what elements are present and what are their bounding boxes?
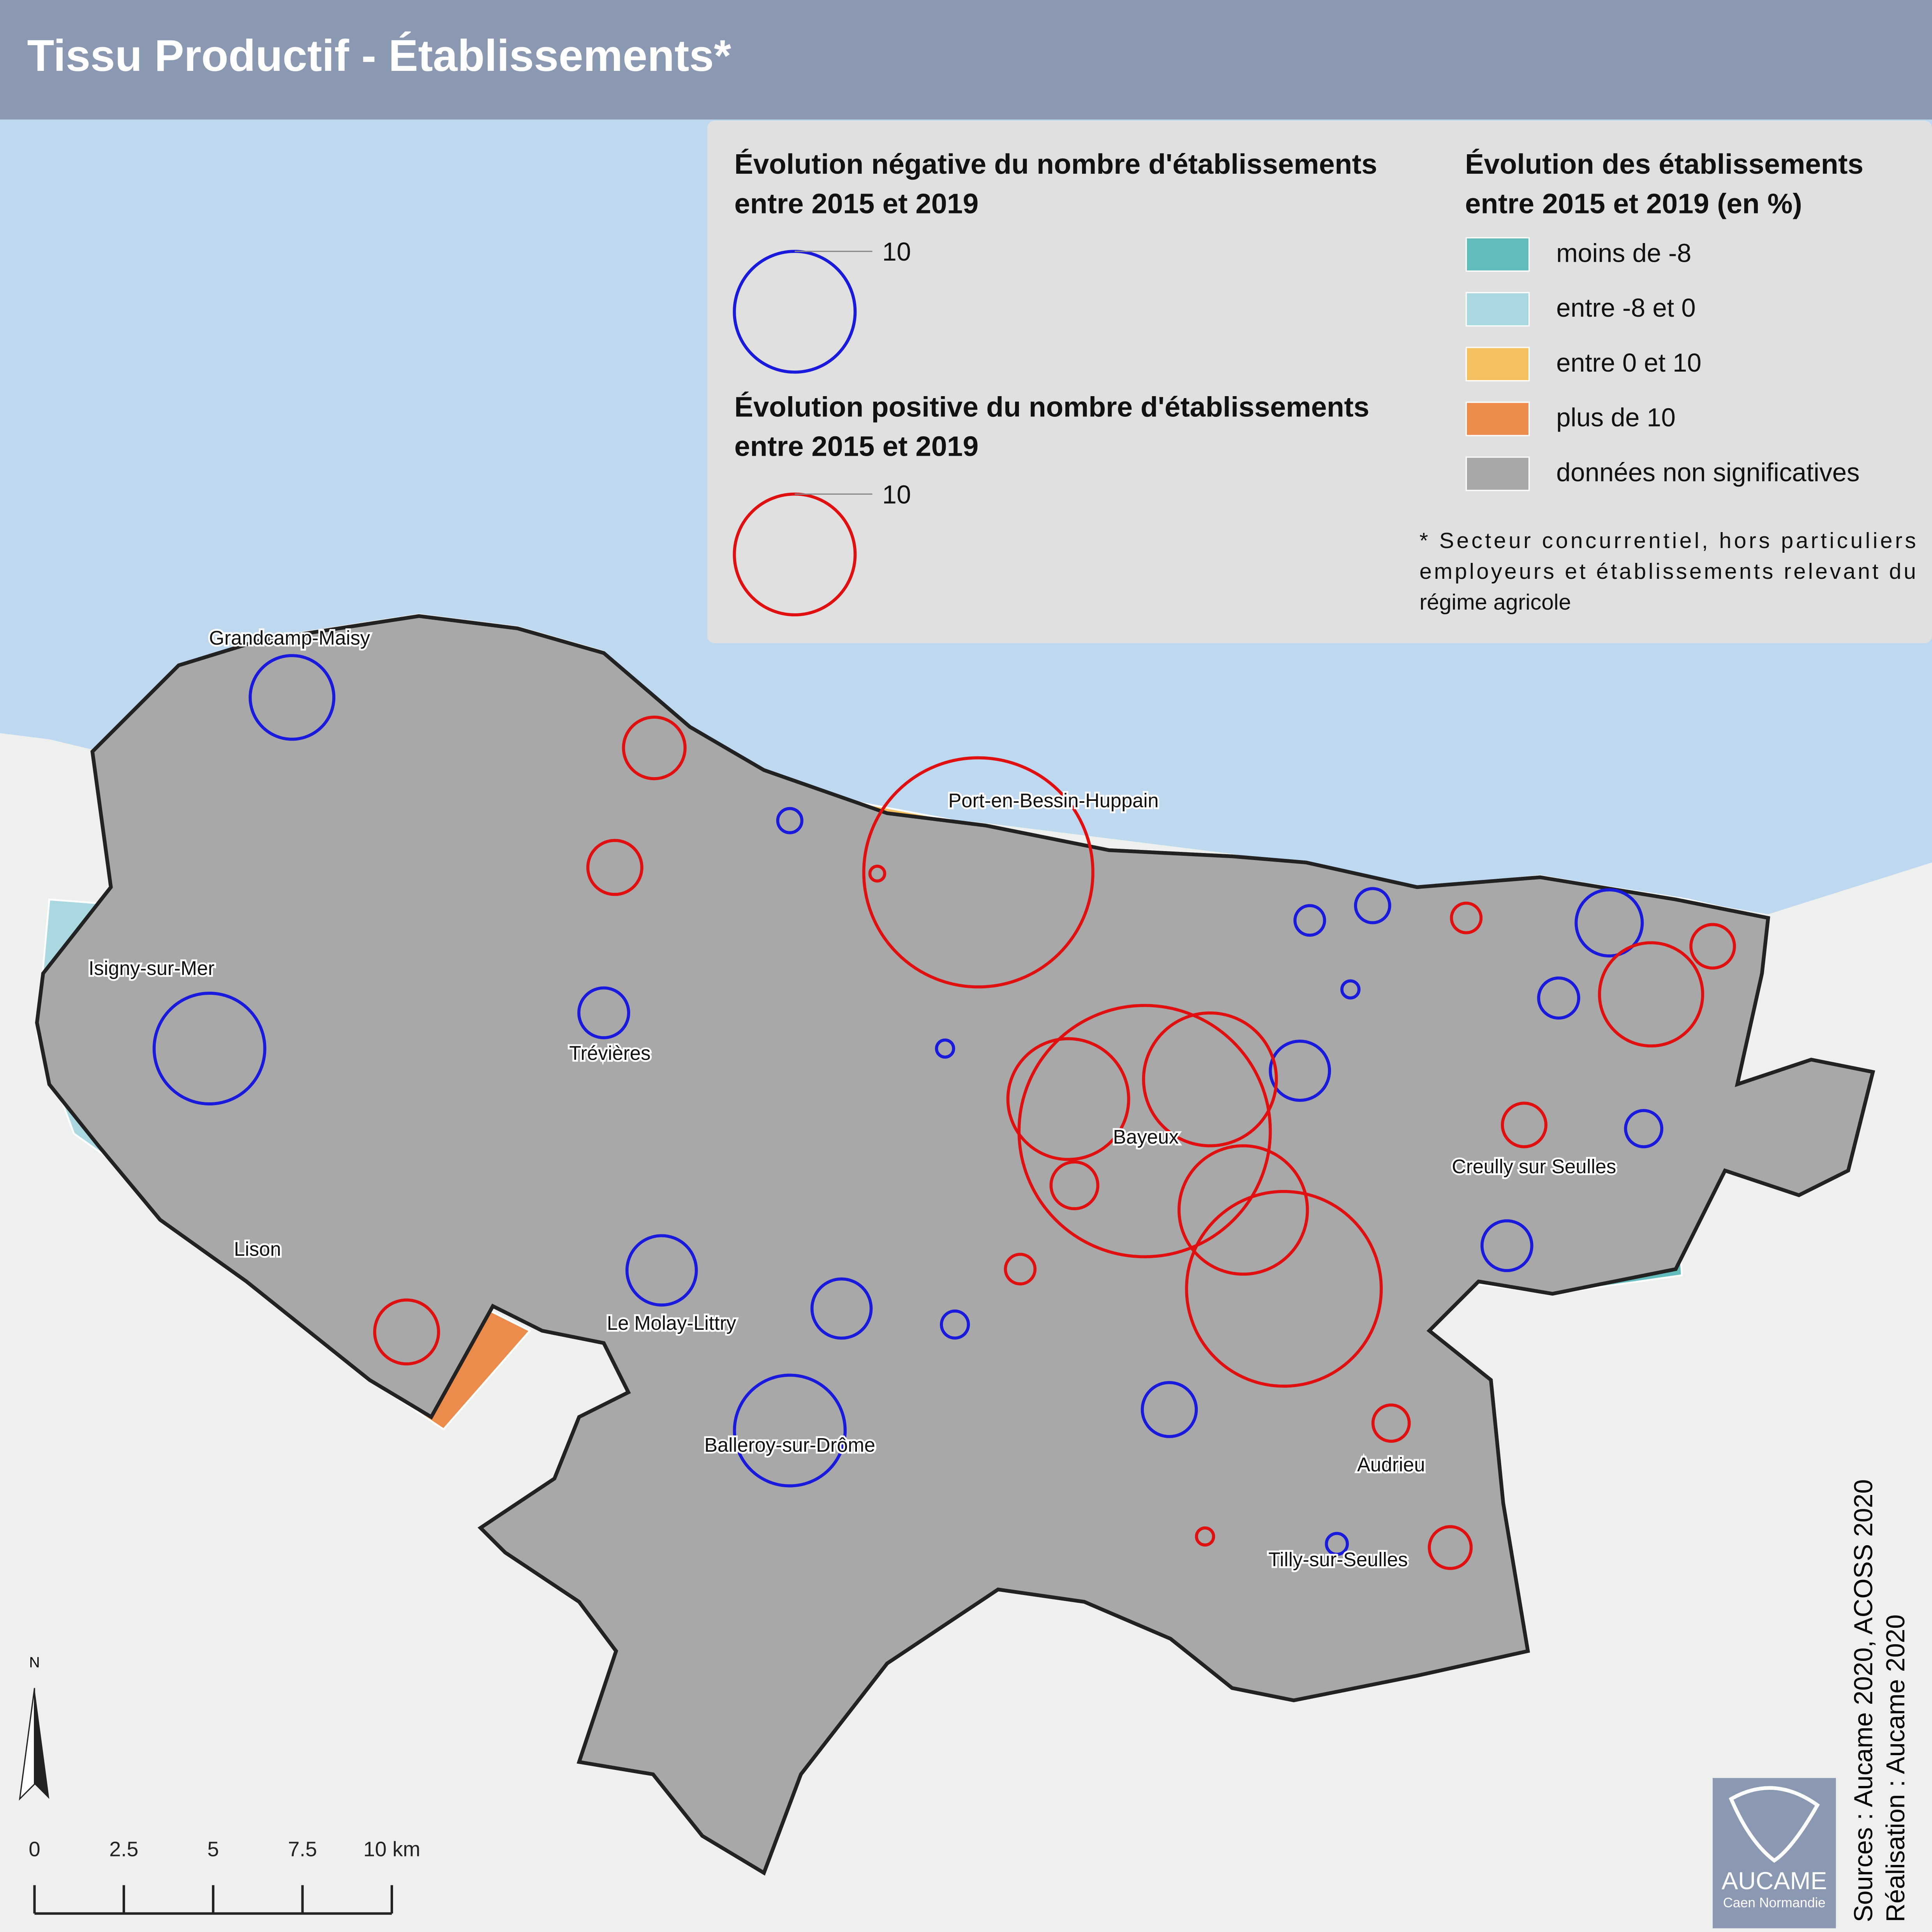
circles — [152, 654, 1736, 1570]
north-arrow-shape — [19, 1688, 35, 1801]
evolution-circle — [1624, 1109, 1664, 1149]
evolution-circle — [1537, 976, 1580, 1020]
evolution-circle — [1004, 1253, 1037, 1286]
logo-mark — [1729, 1786, 1820, 1863]
evolution-circle — [152, 991, 266, 1105]
evolution-circle — [1428, 1525, 1473, 1570]
legend-swatch — [1465, 402, 1530, 436]
evolution-circle — [586, 839, 643, 896]
legend-title: entre 2015 et 2019 — [734, 431, 978, 462]
legend-item: plus de 10 — [1556, 404, 1675, 432]
place-label: Tilly-sur-Seulles — [1268, 1548, 1408, 1571]
evolution-circle — [577, 986, 630, 1040]
legend-title: Évolution des établissements — [1465, 148, 1863, 180]
evolution-circle — [1574, 888, 1644, 958]
evolution-circle — [1185, 1190, 1383, 1388]
evolution-circle — [868, 864, 887, 883]
evolution-circle — [1689, 923, 1736, 970]
legend-item: entre 0 et 10 — [1556, 349, 1701, 377]
legend-swatch — [1465, 237, 1530, 272]
place-label: Balleroy-sur-Drôme — [704, 1434, 875, 1456]
north-label: N — [29, 1654, 40, 1671]
place-label: Grandcamp-Maisy — [209, 627, 370, 649]
legend-item: entre -8 et 0 — [1556, 294, 1696, 323]
evolution-circle — [1480, 1219, 1534, 1272]
footnote: régime agricole — [1419, 590, 1571, 615]
legend-title: Évolution négative du nombre d'établisse… — [734, 148, 1377, 180]
logo-subtitle: Caen Normandie — [1723, 1895, 1826, 1910]
place-label: Creully sur Seulles — [1452, 1155, 1616, 1178]
evolution-circle — [1141, 1381, 1198, 1438]
scale-label: 10 km — [363, 1837, 420, 1861]
footnote: * Secteur concurrentiel, hors particulie… — [1419, 528, 1916, 553]
evolution-circle — [1293, 904, 1326, 937]
evolution-circle — [1049, 1160, 1100, 1211]
evolution-circle — [625, 1234, 698, 1307]
credits: Réalisation : Aucame 2020 — [1881, 1615, 1910, 1922]
scale-label: 2.5 — [109, 1837, 139, 1861]
evolution-circle — [622, 716, 687, 781]
scale-label: 7.5 — [288, 1837, 317, 1861]
legend-swatch — [1465, 456, 1530, 491]
evolution-circle — [1269, 1039, 1331, 1102]
evolution-circle — [935, 1038, 955, 1059]
evolution-circle — [373, 1298, 440, 1366]
title: Tissu Productif - Établissements* — [27, 31, 732, 81]
scale-label: 0 — [29, 1837, 41, 1861]
place-label: Audrieu — [1357, 1454, 1425, 1476]
place-label: Trévières — [569, 1042, 650, 1064]
place-label: Lison — [234, 1238, 281, 1260]
legend-size-label: 10 — [882, 238, 911, 266]
evolution-circle — [1450, 901, 1483, 934]
legend-swatch — [1465, 292, 1530, 327]
evolution-circle — [249, 654, 336, 741]
legend-swatch — [1465, 347, 1530, 382]
legend: Évolution négative du nombre d'établisse… — [733, 148, 1916, 617]
scale-label: 5 — [207, 1837, 219, 1861]
north-arrow: N — [19, 1654, 49, 1801]
place-label: Le Molay-Littry — [607, 1312, 737, 1334]
evolution-circle — [862, 756, 1095, 989]
evolution-circle — [776, 807, 804, 834]
logo-name: AUCAME — [1722, 1867, 1827, 1895]
evolution-circle — [1340, 979, 1361, 999]
scale-bar: 0 2.5 5 7.5 10 km — [29, 1837, 420, 1915]
header — [0, 0, 1932, 120]
evolution-circle — [1354, 887, 1391, 924]
legend-title: entre 2015 et 2019 — [734, 188, 978, 219]
sources: Sources : Aucame 2020, ACOSS 2020 — [1849, 1479, 1878, 1922]
place-labels: Grandcamp-Maisy Port-en-Bessin-Huppain Isi… — [87, 625, 1618, 1572]
evolution-circle — [1178, 1144, 1309, 1276]
legend-item: moins de -8 — [1556, 239, 1691, 268]
place-label: Port-en-Bessin-Huppain — [948, 790, 1159, 812]
evolution-circle — [810, 1277, 873, 1340]
legend-box — [707, 121, 1932, 643]
place-label: Isigny-sur-Mer — [88, 957, 215, 979]
legend-item: données non significatives — [1556, 458, 1860, 487]
logo: AUCAME Caen Normandie — [1712, 1778, 1836, 1928]
evolution-circle — [1017, 1004, 1272, 1259]
legend-title: Évolution positive du nombre d'établisse… — [734, 391, 1369, 423]
evolution-circle — [1142, 1011, 1278, 1148]
evolution-circle — [1006, 1037, 1130, 1161]
legend-size-label: 10 — [882, 480, 911, 509]
evolution-circle — [1325, 1532, 1349, 1556]
place-label: Bayeux — [1113, 1126, 1179, 1148]
evolution-circle — [1501, 1102, 1548, 1148]
evolution-circle — [1371, 1403, 1411, 1443]
evolution-circle — [940, 1309, 970, 1340]
evolution-circle — [733, 1373, 847, 1488]
evolution-circle — [1195, 1526, 1215, 1547]
evolution-circle — [1598, 941, 1705, 1048]
legend-title: entre 2015 et 2019 (en %) — [1465, 188, 1802, 219]
